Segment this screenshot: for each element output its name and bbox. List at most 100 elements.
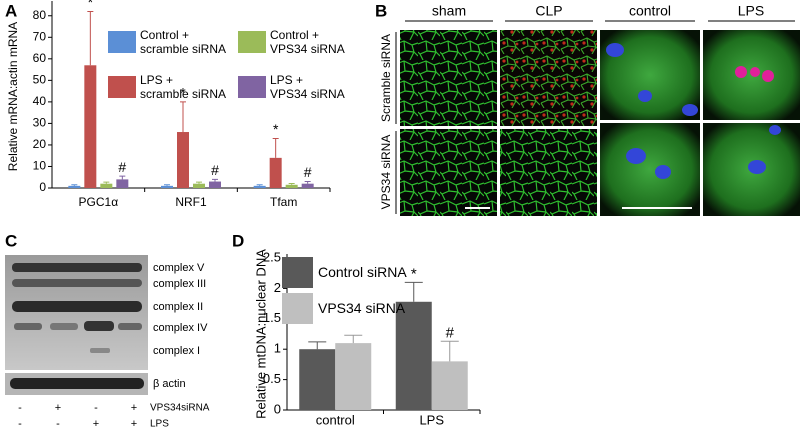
- annotation: #: [118, 159, 126, 175]
- nucleus: [606, 43, 624, 57]
- y-tick-label: 70: [33, 29, 47, 43]
- legend-label: Control + scramble siRNA: [140, 28, 227, 56]
- panel-label: A: [5, 1, 17, 20]
- x-tick-label: Tfam: [270, 195, 297, 209]
- band-label: complex III: [153, 278, 206, 290]
- column-header: CLP: [535, 3, 562, 19]
- condition-sign: -: [18, 402, 22, 414]
- image: [400, 129, 497, 216]
- error-bar: [71, 184, 78, 186]
- bar: [193, 183, 205, 188]
- x-tick-label: control: [316, 412, 355, 427]
- error-bar: [440, 340, 459, 362]
- condition-sign: +: [131, 418, 137, 430]
- y-tick-label: 2: [274, 280, 281, 295]
- y-tick-label: 1.5: [263, 310, 281, 325]
- error-bar: [288, 182, 295, 185]
- annotation: *: [88, 0, 94, 10]
- y-axis-label: Relative mtDNA:nuclear DNA: [253, 249, 268, 419]
- error-bar: [256, 184, 263, 186]
- legend-swatch: [108, 76, 136, 98]
- row-label: VPS34 siRNA: [379, 135, 393, 210]
- bar: [100, 183, 113, 188]
- bar: [301, 183, 314, 188]
- microscopy-images: [395, 20, 800, 216]
- nucleus: [626, 148, 646, 164]
- column-header: LPS: [738, 3, 764, 19]
- bar: [335, 343, 372, 410]
- legend-label: Control + VPS34 siRNA: [270, 28, 345, 56]
- condition-label: LPS: [150, 419, 169, 430]
- error-bar: [304, 181, 311, 184]
- y-tick-label: 50: [33, 73, 47, 87]
- nucleus: [762, 70, 774, 82]
- legend-label: Control siRNA: [318, 264, 407, 280]
- band: [84, 321, 114, 331]
- legend-label: VPS34 siRNA: [318, 300, 406, 316]
- condition-sign: -: [94, 402, 98, 414]
- bar: [431, 361, 468, 410]
- row-label: Scramble siRNA: [379, 34, 393, 122]
- error-bar: [103, 181, 110, 184]
- error-bar: [404, 281, 423, 302]
- y-axis-label: Relative mRNA:actin mRNA: [6, 22, 20, 171]
- annotation: #: [304, 164, 312, 180]
- error-bar: [212, 178, 218, 182]
- image: [500, 30, 597, 126]
- y-tick-label: 0: [39, 180, 46, 194]
- bar: [269, 157, 282, 188]
- nucleus: [750, 67, 760, 77]
- error-bar: [196, 181, 202, 184]
- annotation: #: [211, 162, 219, 178]
- band-label: complex IV: [153, 322, 208, 334]
- band: [14, 323, 42, 330]
- annotation: *: [411, 265, 417, 282]
- band: [12, 279, 142, 287]
- y-tick-label: 60: [33, 51, 47, 65]
- panel-label: D: [232, 231, 244, 250]
- condition-label: VPS34siRNA: [150, 403, 210, 414]
- band-label: complex I: [153, 345, 200, 357]
- y-tick-label: 20: [33, 137, 47, 151]
- legend-swatch: [238, 31, 266, 53]
- nucleus: [638, 90, 652, 102]
- bar: [84, 65, 97, 188]
- bar: [253, 185, 266, 188]
- band-label: complex V: [153, 262, 205, 274]
- x-tick-label: PGC1α: [79, 195, 119, 209]
- band: [12, 301, 142, 312]
- legend-swatch: [238, 76, 266, 98]
- band: [10, 378, 144, 389]
- y-tick-label: 2.5: [263, 249, 281, 264]
- y-tick-label: 80: [33, 8, 47, 22]
- image: [600, 123, 700, 216]
- x-tick-label: NRF1: [175, 195, 207, 209]
- image: [400, 30, 497, 126]
- error-bar: [272, 137, 279, 158]
- y-tick-label: 1: [274, 341, 281, 356]
- band-label: complex II: [153, 301, 203, 313]
- western-blot-image: [5, 255, 148, 395]
- error-bar: [180, 101, 186, 133]
- error-bar: [119, 175, 126, 180]
- annotation: *: [273, 121, 279, 137]
- error-bar: [344, 334, 363, 344]
- bar: [177, 132, 189, 188]
- bar: [161, 185, 173, 188]
- y-tick-label: 40: [33, 94, 47, 108]
- error-bar: [164, 184, 170, 186]
- error-bar: [87, 10, 94, 66]
- band: [118, 323, 142, 330]
- bar: [299, 349, 336, 410]
- band: [50, 323, 78, 330]
- panel-label: C: [5, 231, 17, 250]
- nucleus: [655, 165, 671, 179]
- nucleus: [769, 125, 781, 135]
- annotation: *: [180, 85, 186, 101]
- legend-label: LPS + scramble siRNA: [140, 73, 227, 101]
- column-header: control: [629, 3, 671, 19]
- bar: [285, 184, 298, 188]
- legend-label: LPS + VPS34 siRNA: [270, 73, 345, 101]
